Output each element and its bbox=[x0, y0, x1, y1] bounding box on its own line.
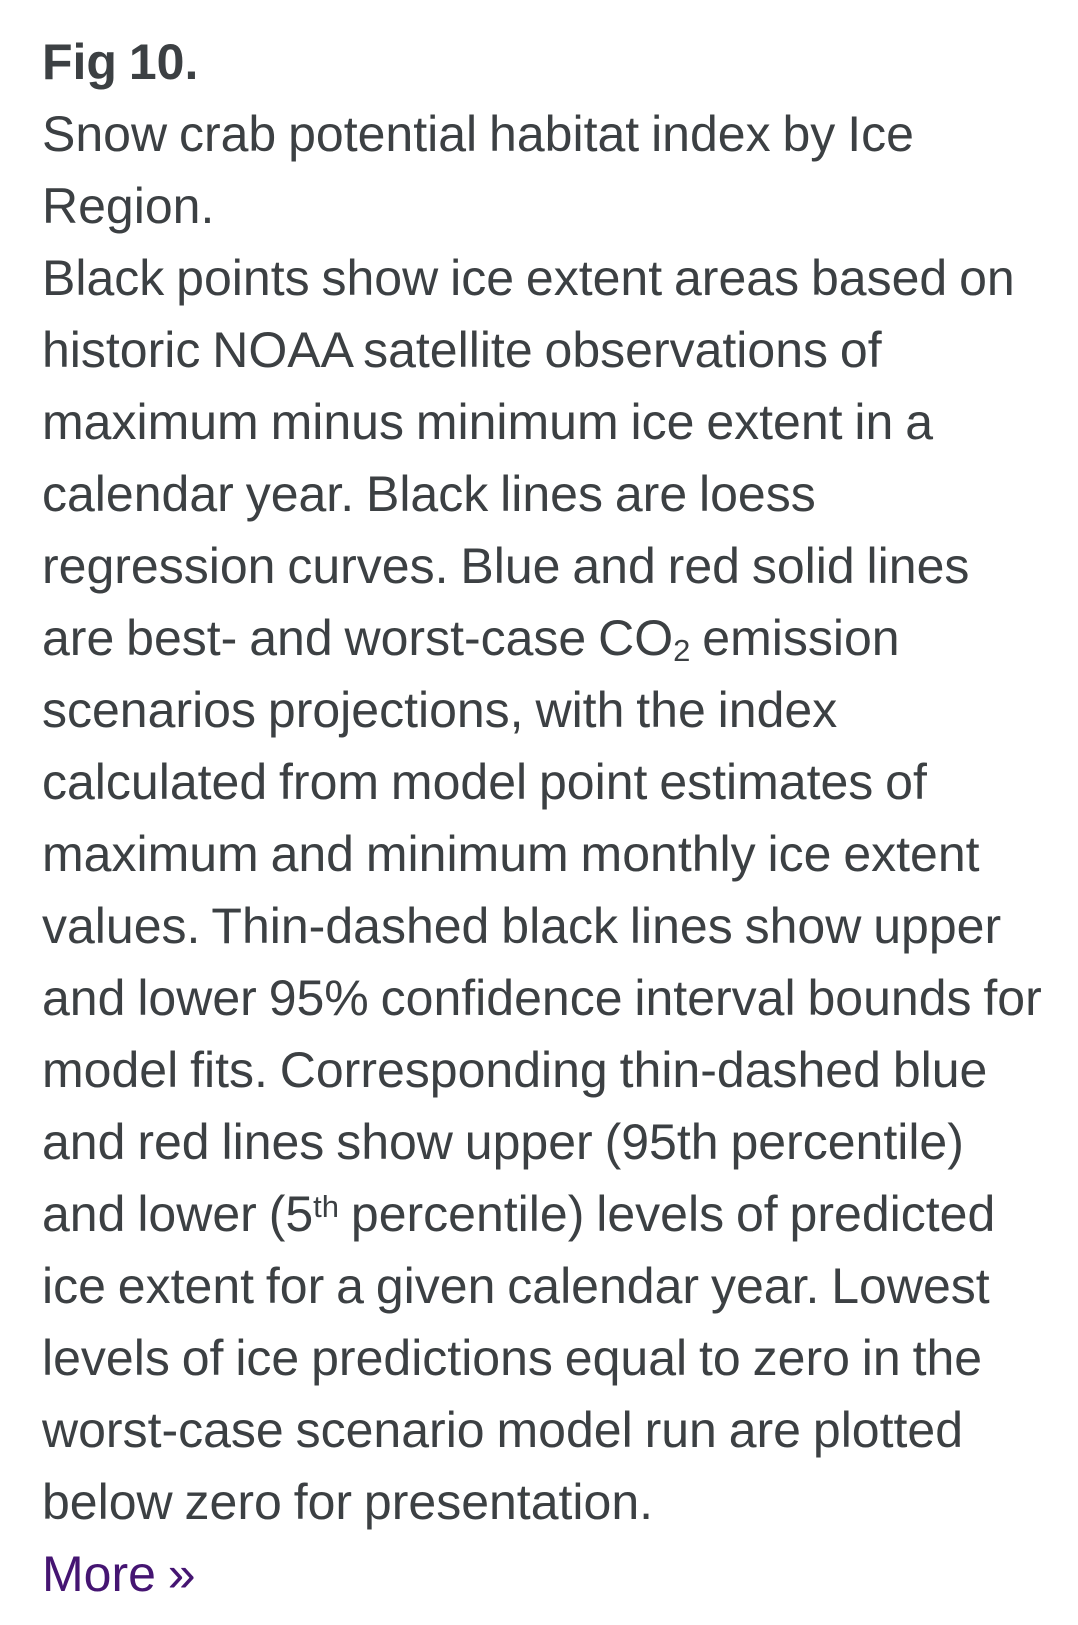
figure-label: Fig 10. bbox=[42, 34, 199, 90]
figure-title: Snow crab potential habitat index by Ice… bbox=[42, 106, 914, 234]
figure-description: Black points show ice extent areas based… bbox=[42, 250, 1042, 1530]
more-row: More » bbox=[42, 1538, 1044, 1610]
more-link[interactable]: More » bbox=[42, 1546, 196, 1602]
